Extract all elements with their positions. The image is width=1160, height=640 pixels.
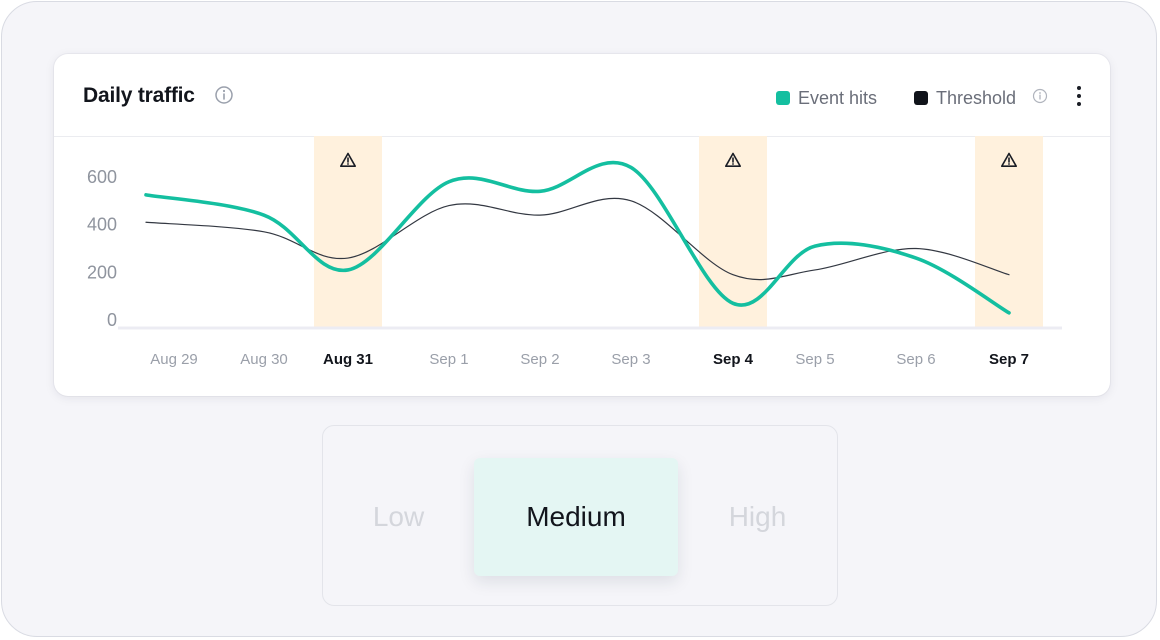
x-tick-label: Aug 31	[323, 351, 373, 368]
event-hits-swatch	[776, 91, 790, 105]
threshold-info-icon[interactable]	[1032, 88, 1048, 104]
highlight-band	[975, 136, 1043, 329]
x-tick-label: Sep 2	[520, 351, 559, 368]
card-header: Daily traffic Event hits Threshold	[54, 54, 1110, 137]
x-tick-label: Aug 30	[240, 351, 288, 368]
x-tick-label: Sep 5	[795, 351, 834, 368]
card-title: Daily traffic	[83, 84, 195, 107]
y-tick-label: 0	[107, 310, 117, 330]
x-tick-label: Sep 4	[713, 351, 754, 368]
y-tick-label: 400	[87, 215, 117, 235]
highlight-band	[699, 136, 767, 329]
legend-item-threshold[interactable]: Threshold	[914, 87, 1016, 109]
more-vertical-icon[interactable]	[1069, 82, 1089, 110]
kebab-dot	[1077, 102, 1081, 106]
x-tick-label: Sep 3	[611, 351, 650, 368]
y-tick-label: 200	[87, 262, 117, 282]
x-tick-label: Sep 1	[429, 351, 468, 368]
kebab-dot	[1077, 86, 1081, 90]
legend-item-event-hits[interactable]: Event hits	[776, 87, 877, 109]
level-option-high[interactable]: High	[728, 501, 787, 532]
warning-triangle-icon	[725, 152, 741, 167]
series-line-event-hits	[144, 160, 1011, 315]
traffic-line-chart: 0 200 400 600 Aug 29 Aug 30 Aug 31 Sep 1 Sep 2 Se…	[87, 136, 1062, 368]
warning-triangle-icon	[340, 152, 356, 167]
y-tick-label: 600	[87, 167, 117, 187]
series-line-threshold	[145, 197, 1010, 281]
x-tick-label: Sep 6	[896, 351, 935, 368]
level-option-low[interactable]: Low	[372, 501, 425, 532]
legend-label-threshold: Threshold	[936, 87, 1017, 108]
threshold-swatch	[914, 91, 928, 105]
highlight-band	[314, 136, 382, 329]
info-icon[interactable]	[214, 85, 234, 105]
level-selector: Low Medium High	[322, 425, 838, 606]
x-tick-label: Sep 7	[989, 351, 1029, 368]
warning-triangle-icon	[1001, 152, 1017, 167]
level-option-medium[interactable]: Medium	[474, 458, 678, 576]
daily-traffic-card: Daily traffic Event hits Threshold	[54, 54, 1110, 396]
x-tick-label: Aug 29	[150, 351, 198, 368]
legend-label-event-hits: Event hits	[798, 87, 878, 108]
kebab-dot	[1077, 94, 1081, 98]
